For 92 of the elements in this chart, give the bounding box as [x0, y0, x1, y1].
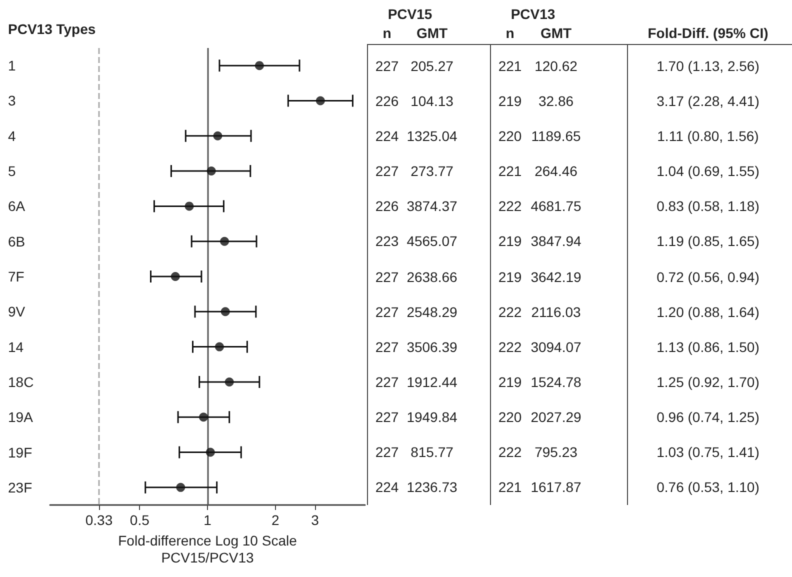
data-label: 1.13 (0.86, 1.50) — [656, 338, 760, 355]
text: GMT — [540, 25, 572, 41]
text: 2027.29 — [530, 409, 582, 426]
x-tick-label: 1 — [204, 512, 212, 528]
y-tick-label: 3 — [8, 92, 16, 109]
text: 2638.66 — [406, 268, 458, 284]
text: 219 — [498, 268, 522, 284]
text: 222 — [498, 304, 522, 320]
y-tick-label: 18C — [8, 374, 34, 390]
text: 227 — [375, 304, 399, 320]
text: n — [382, 25, 392, 41]
data-label: 1.20 (0.88, 1.64) — [656, 304, 760, 320]
y-tick-label: 14 — [8, 338, 24, 355]
data-label: 1.03 (0.75, 1.41) — [656, 444, 760, 460]
data-label: 0.83 (0.58, 1.18) — [656, 198, 760, 214]
text: 222 — [498, 338, 522, 355]
text: 227 — [375, 268, 399, 284]
data-label: 1.11 (0.80, 1.56) — [657, 128, 759, 144]
text: 1949.84 — [406, 409, 458, 426]
y-tick-label: 9V — [8, 304, 26, 320]
text: GMT — [416, 25, 448, 41]
data-label: 1.70 (1.13, 2.56) — [656, 58, 760, 74]
text: 220 — [498, 128, 522, 144]
y-tick-label: 6B — [8, 233, 26, 250]
text: 221 — [498, 479, 522, 496]
text: 3506.39 — [406, 338, 458, 355]
text: PCV13 — [510, 6, 556, 22]
text: Fold-Diff. (95% CI) — [648, 25, 768, 41]
data-label: 3.17 (2.28, 4.41) — [656, 92, 760, 109]
text: 2548.29 — [406, 304, 458, 320]
y-tick-label: 4 — [8, 128, 16, 144]
text: 221 — [498, 163, 522, 180]
y-tick-label: 7F — [8, 268, 24, 284]
data-label: 0.96 (0.74, 1.25) — [656, 409, 760, 426]
text: 227 — [375, 409, 399, 426]
text: 4681.75 — [530, 198, 582, 214]
text: 224 — [375, 479, 399, 496]
text: 104.13 — [410, 92, 454, 109]
x-tick-label: 0.5 — [130, 512, 150, 528]
text: 3847.94 — [530, 233, 582, 250]
text: 227 — [375, 338, 399, 355]
text: 264.46 — [534, 163, 578, 180]
text: PCV15 — [388, 6, 432, 22]
text: 227 — [375, 58, 399, 74]
text: 222 — [498, 444, 522, 460]
text: 1617.87 — [530, 479, 582, 496]
data-label: 1.25 (0.92, 1.70) — [656, 374, 760, 390]
text: 227 — [375, 444, 399, 460]
y-tick-label: 23F — [8, 479, 32, 496]
text: 227 — [375, 163, 399, 180]
x-tick-label: 3 — [311, 512, 320, 528]
text: 226 — [375, 92, 399, 109]
text: 222 — [498, 198, 522, 214]
text: 3094.07 — [530, 338, 582, 355]
y-axis-title: PCV13 Types — [8, 21, 96, 37]
data-label: 0.76 (0.53, 1.10) — [656, 479, 760, 496]
text: 795.23 — [534, 444, 578, 460]
y-tick-label: 19A — [8, 409, 34, 426]
text: 32.86 — [538, 92, 574, 109]
text: 219 — [498, 92, 522, 109]
y-tick-label: 19F — [8, 444, 32, 460]
text: 4565.07 — [406, 233, 458, 250]
text: 220 — [498, 409, 522, 426]
text: 3874.37 — [406, 198, 458, 214]
text: 815.77 — [410, 444, 454, 460]
text: 1236.73 — [406, 479, 458, 496]
text: 219 — [498, 374, 522, 390]
text: 1912.44 — [406, 374, 458, 390]
x-tick-label: 2 — [271, 512, 280, 528]
text: 223 — [375, 233, 399, 250]
text: 120.62 — [534, 58, 578, 74]
data-label: 1.04 (0.69, 1.55) — [656, 163, 760, 180]
text: 221 — [498, 58, 522, 74]
y-tick-label: 1 — [8, 58, 16, 74]
text: 205.27 — [410, 58, 454, 74]
text: 219 — [498, 233, 522, 250]
text: 226 — [375, 198, 399, 214]
x-tick-label: 0.33 — [85, 512, 113, 528]
data-label: 0.72 (0.56, 0.94) — [656, 268, 760, 284]
x-axis-title: Fold-difference Log 10 Scale PCV15/PCV13 — [118, 532, 298, 566]
text: 2116.03 — [531, 304, 581, 320]
y-tick-label: 6A — [8, 198, 26, 214]
text: 1524.78 — [530, 374, 582, 390]
text: 3642.19 — [530, 268, 582, 284]
data-label: 1.19 (0.85, 1.65) — [656, 233, 760, 250]
text: 273.77 — [410, 163, 454, 180]
text: 1189.65 — [531, 128, 581, 144]
text: 227 — [375, 374, 399, 390]
text: n — [506, 25, 514, 41]
text: 1325.04 — [406, 128, 458, 144]
y-tick-label: 5 — [8, 163, 16, 180]
text: 224 — [375, 128, 399, 144]
